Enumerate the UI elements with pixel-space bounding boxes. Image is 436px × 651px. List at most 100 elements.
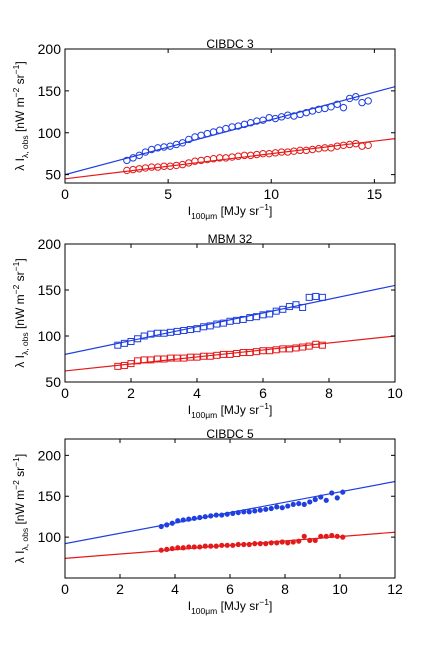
data-point (175, 518, 181, 524)
data-point (246, 541, 252, 548)
series-1 (65, 138, 395, 180)
data-point (259, 311, 267, 319)
data-point (175, 545, 181, 551)
data-point (234, 152, 242, 160)
data-point (266, 347, 274, 355)
plot-frame (64, 438, 396, 579)
data-point (279, 539, 285, 545)
data-point (200, 323, 208, 331)
data-point (290, 501, 296, 508)
y-tick-label: 50 (45, 374, 61, 390)
data-point (321, 104, 329, 113)
data-point (334, 495, 340, 501)
data-point (193, 325, 201, 333)
x-tick-label: 8 (281, 581, 289, 597)
data-point (147, 356, 155, 364)
x-axis-label: I100μm [MJy sr−1] (188, 597, 273, 616)
data-point (318, 533, 324, 539)
data-point (329, 490, 335, 496)
data-point (140, 356, 148, 364)
series-0 (65, 480, 395, 545)
data-point (241, 509, 247, 515)
data-point (318, 341, 326, 349)
data-point (191, 515, 197, 521)
data-point (301, 501, 307, 508)
chart-panel-cibdc-5: 0 2 4 6 8 10 12 100 150 200 CIBDC 5 I100μm [MJy sr−… (11, 427, 403, 616)
data-point (197, 131, 205, 139)
data-point (197, 544, 203, 550)
data-point (318, 293, 326, 301)
data-point (279, 505, 285, 511)
x-tick-label: 12 (387, 581, 403, 597)
data-point (259, 149, 267, 158)
data-point (253, 150, 261, 159)
x-tick-label: 0 (61, 385, 69, 401)
data-point (153, 355, 161, 363)
data-point (180, 326, 188, 334)
x-axis-label: I100μm [MJy sr−1] (188, 202, 273, 221)
data-point (230, 542, 236, 548)
series-1 (65, 531, 395, 559)
data-point (147, 330, 155, 338)
data-point (185, 135, 193, 144)
data-point (312, 340, 320, 348)
data-point (160, 329, 168, 337)
data-point (191, 544, 197, 550)
y-tick-label: 100 (38, 529, 62, 545)
data-point (160, 143, 168, 151)
data-point (302, 146, 311, 155)
data-point (114, 362, 122, 370)
data-point (312, 537, 318, 543)
data-point (219, 319, 227, 327)
data-point (329, 532, 335, 539)
data-point (167, 354, 175, 362)
data-point (215, 126, 224, 134)
data-point (279, 305, 287, 313)
data-point (340, 534, 346, 540)
data-point (279, 345, 287, 353)
data-point (340, 489, 346, 495)
data-point (186, 326, 194, 334)
data-point (299, 343, 307, 351)
data-point (272, 346, 280, 354)
y-tick-label: 100 (38, 125, 62, 141)
data-point (296, 538, 302, 544)
data-point (140, 332, 148, 340)
data-point (178, 139, 187, 147)
y-tick-label: 200 (38, 41, 62, 57)
data-point (202, 514, 208, 520)
data-point (239, 349, 247, 357)
data-point (296, 500, 302, 507)
data-point (299, 303, 307, 311)
series-0 (65, 86, 395, 176)
data-point (285, 540, 291, 546)
data-point (263, 541, 269, 547)
data-point (186, 353, 194, 361)
data-point (307, 499, 313, 505)
y-tick-label: 50 (45, 167, 61, 183)
data-point (158, 523, 164, 530)
data-point (252, 541, 258, 547)
chart-title: CIBDC 5 (206, 427, 254, 441)
fit-line (65, 531, 395, 559)
data-point (224, 542, 230, 548)
data-point (364, 141, 372, 150)
data-point (252, 508, 258, 514)
data-point (147, 163, 156, 171)
data-point (158, 547, 164, 553)
data-point (285, 503, 291, 509)
data-point (180, 517, 186, 523)
plot-frame (64, 243, 396, 383)
chart-title: MBM 32 (208, 232, 253, 246)
y-axis-label: λ Iλ, obs [nW m−2 sr−1] (11, 454, 30, 563)
fit-line (65, 480, 395, 545)
series-1 (65, 335, 395, 372)
data-point (259, 116, 267, 124)
x-tick-label: 4 (171, 581, 179, 597)
y-tick-label: 100 (38, 328, 62, 344)
data-point (257, 541, 263, 547)
data-point (164, 522, 170, 528)
data-point (290, 539, 296, 545)
data-point (219, 350, 227, 358)
